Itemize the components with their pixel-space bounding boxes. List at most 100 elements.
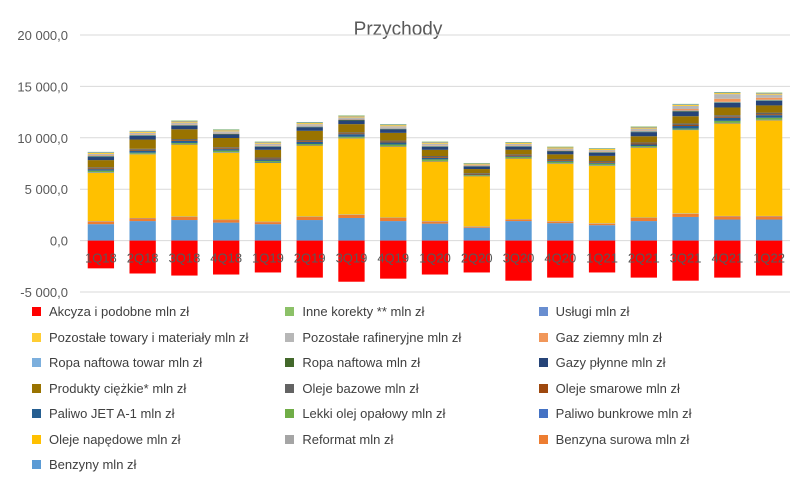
- bar-segment: [672, 111, 699, 117]
- bar-segment: [296, 240, 323, 278]
- bar-segment: [714, 219, 741, 241]
- bar-segment: [213, 220, 240, 223]
- bar-segment: [254, 157, 282, 159]
- bar-segment: [296, 145, 323, 217]
- bar-segment: [547, 150, 574, 152]
- bar-segment: [213, 149, 240, 151]
- x-tick-label: 4Q18: [210, 251, 242, 266]
- bar-segment: [421, 221, 449, 222]
- bar-segment: [714, 123, 741, 216]
- bar-segment: [254, 142, 282, 144]
- bar-segment: [129, 135, 156, 136]
- bar-segment: [338, 217, 365, 241]
- bar-segment: [380, 126, 407, 128]
- bar-segment: [87, 157, 115, 161]
- bar-segment: [588, 165, 616, 166]
- bar-segment: [129, 135, 156, 140]
- bar-segment: [87, 160, 115, 168]
- y-tick-label: 5 000,0: [25, 182, 68, 197]
- bar-segment: [755, 115, 783, 118]
- bar-segment: [421, 146, 449, 147]
- bar-segment: [338, 117, 365, 119]
- x-tick-label: 1Q18: [85, 251, 117, 266]
- bar-segment: [547, 146, 574, 148]
- bar-segment: [630, 142, 657, 144]
- bar-segment: [213, 219, 240, 221]
- bar-segment: [254, 149, 282, 158]
- bar-segment: [87, 240, 115, 269]
- bar-segment: [714, 216, 741, 220]
- bar-segment: [588, 161, 616, 163]
- bar-segment: [672, 110, 699, 112]
- bar-segment: [421, 143, 449, 146]
- bar-segment: [547, 154, 574, 159]
- bar-segment: [296, 122, 323, 124]
- bar-segment: [714, 101, 741, 103]
- bar-segment: [547, 150, 574, 151]
- bar-segment: [380, 129, 407, 133]
- bar-segment: [755, 92, 783, 94]
- bar-segment: [254, 222, 282, 225]
- bar-segment: [338, 120, 365, 121]
- legend-item: Inne korekty ** mln zł: [285, 304, 538, 319]
- bar-segment: [380, 127, 407, 129]
- bar-segment: [338, 138, 365, 215]
- bar-segment: [171, 120, 198, 122]
- bar-segment: [380, 217, 407, 222]
- legend-swatch: [538, 383, 548, 393]
- bar-segment: [463, 165, 490, 167]
- bar-segment: [171, 240, 198, 276]
- bar-segment: [213, 130, 240, 132]
- bar-segment: [463, 164, 490, 166]
- bar-segment: [672, 124, 699, 126]
- bar-segment: [672, 129, 699, 131]
- bar-segment: [254, 142, 282, 143]
- bar-segment: [213, 240, 240, 275]
- legend-swatch: [538, 434, 548, 444]
- bar-segment: [505, 142, 532, 143]
- x-tick-label: 2Q21: [628, 251, 660, 266]
- bar-segment: [672, 216, 699, 241]
- bar-segment: [755, 94, 783, 98]
- bar-segment: [129, 134, 156, 135]
- x-tick-label: 4Q20: [544, 251, 576, 266]
- bar-segment: [714, 115, 741, 117]
- bar-segment: [714, 116, 741, 118]
- bar-segment: [630, 240, 657, 278]
- bar-segment: [547, 240, 574, 278]
- bar-segment: [672, 116, 699, 124]
- bar-segment: [129, 217, 156, 219]
- bar-segment: [87, 221, 115, 225]
- bar-segment: [254, 141, 282, 143]
- bar-segment: [171, 120, 198, 122]
- legend-label: Ropa naftowa mln zł: [302, 355, 421, 371]
- legend-swatch: [32, 409, 41, 419]
- bar-segment: [630, 132, 657, 137]
- bar-segment: [755, 93, 783, 95]
- legend-row: Benzyny mln zł: [32, 452, 792, 478]
- bar-segment: [421, 221, 449, 224]
- bar-segment: [547, 158, 574, 161]
- legend-item: Benzyny mln zł: [32, 457, 294, 472]
- bar-segment: [380, 217, 407, 218]
- bar-segment: [171, 144, 198, 217]
- bar-segment: [505, 143, 532, 146]
- legend-swatch: [285, 307, 295, 317]
- bar-segment: [129, 150, 156, 153]
- bar-segment: [421, 145, 449, 146]
- bar-segment: [672, 104, 699, 106]
- bar-segment: [421, 141, 449, 143]
- legend-label: Akcyza i podobne mln zł: [49, 304, 190, 320]
- bar-segment: [380, 140, 407, 142]
- bar-segment: [296, 143, 323, 145]
- legend-row: Ropa naftowa towar mln zł Ropa naftowa ml…: [32, 350, 792, 376]
- legend-item: Pozostałe rafineryjne mln zł: [285, 330, 538, 345]
- legend-swatch: [32, 332, 41, 342]
- bar-segment: [630, 126, 657, 128]
- bar-segment: [380, 146, 407, 147]
- bar-segment: [463, 174, 490, 176]
- chart-title: Przychody: [354, 19, 443, 40]
- chart-legend: Akcyza i podobne mln zł Inne korekty ** m…: [32, 299, 792, 478]
- bar-segment: [129, 134, 156, 136]
